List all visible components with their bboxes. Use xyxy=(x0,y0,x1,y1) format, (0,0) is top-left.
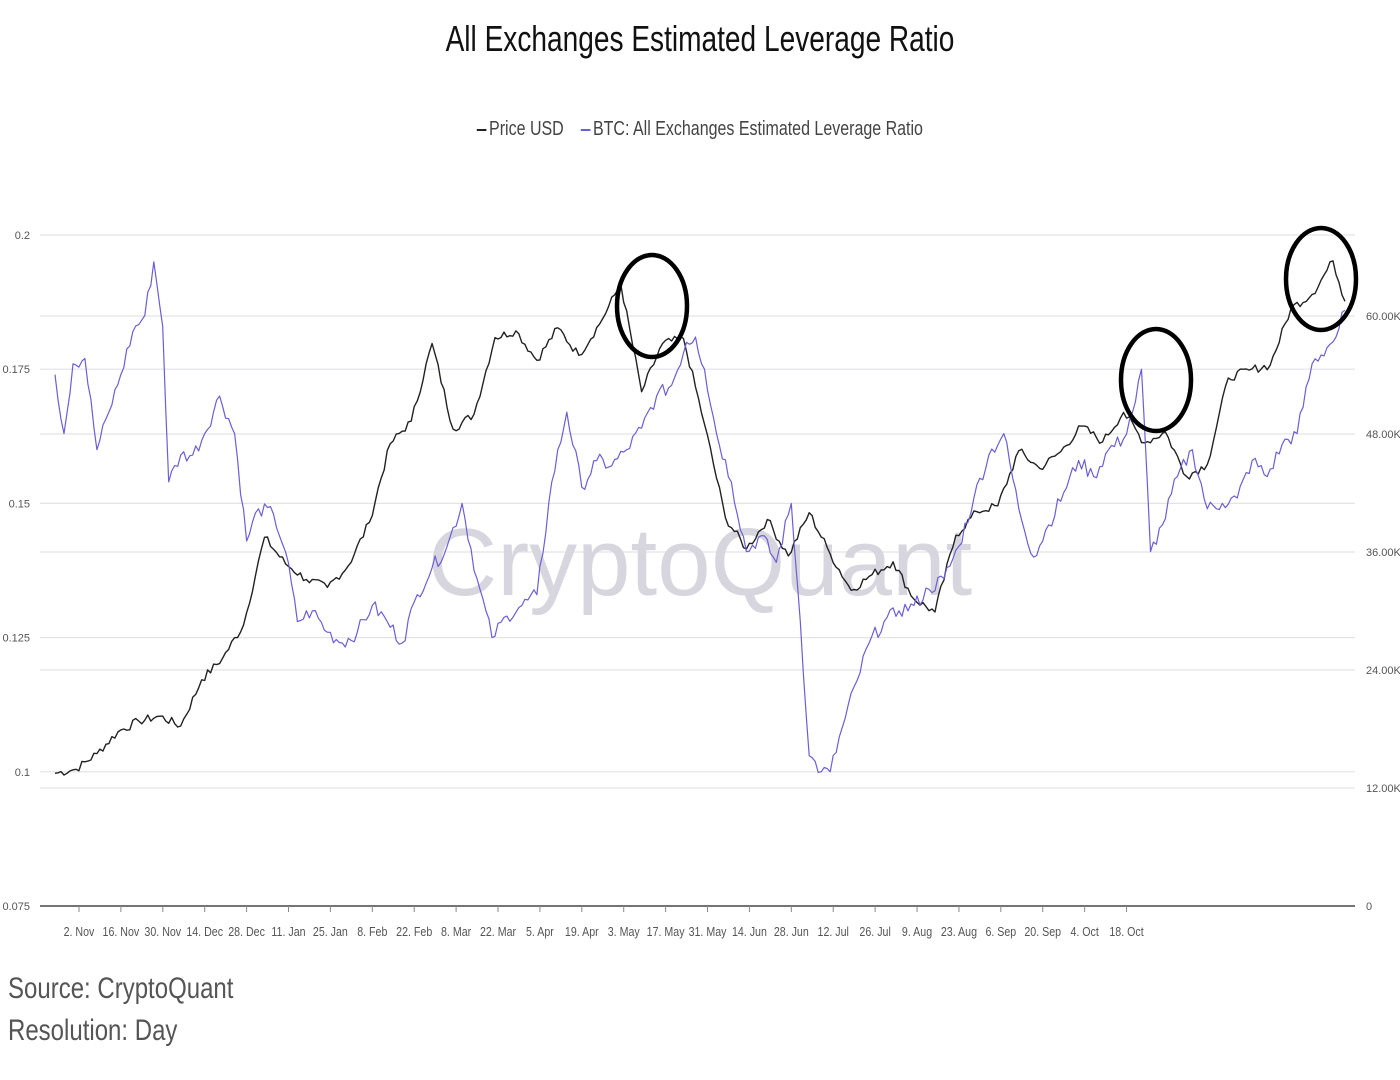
x-tick-label: 8. Mar xyxy=(441,924,471,939)
left-tick-label: 0.15 xyxy=(9,498,30,510)
gridlines xyxy=(40,234,1355,789)
x-tick-label: 16. Nov xyxy=(103,924,140,939)
x-tick-label: 14. Dec xyxy=(186,924,223,939)
x-tick-label: 31. May xyxy=(689,924,727,939)
x-tick-label: 17. May xyxy=(647,924,685,939)
legend-item-price[interactable]: Price USD xyxy=(477,118,564,141)
x-tick-label: 2. Nov xyxy=(64,924,95,939)
x-tick-label: 8. Feb xyxy=(357,924,388,939)
legend-item-leverage[interactable]: BTC: All Exchanges Estimated Leverage Ra… xyxy=(580,118,923,141)
left-axis-ticks: 0.075 0.1 0.125 0.15 0.175 0.2 xyxy=(2,230,30,913)
x-tick-label: 22. Mar xyxy=(480,924,516,939)
x-tick-label: 23. Aug xyxy=(941,924,977,939)
x-tick-label: 28. Jun xyxy=(774,924,809,939)
legend-label-price: Price USD xyxy=(489,118,564,140)
right-tick-label: 48.00K xyxy=(1366,429,1400,441)
right-tick-label: 60.00K xyxy=(1366,311,1400,323)
x-tick-label: 5. Apr xyxy=(526,924,554,939)
x-tick-label: 6. Sep xyxy=(985,924,1016,939)
left-tick-label: 0.1 xyxy=(15,767,30,779)
x-tick-label: 26. Jul xyxy=(859,924,890,939)
right-axis-ticks: 0 12.00K 24.00K 36.00K 48.00K 60.00K xyxy=(1366,311,1400,913)
x-axis-ticks: 2. Nov 16. Nov 30. Nov 14. Dec 28. Dec 11. Ja… xyxy=(64,906,1144,939)
x-tick-label: 20. Sep xyxy=(1024,924,1061,939)
right-tick-label: 24.00K xyxy=(1366,665,1400,677)
leverage-ratio-line xyxy=(54,261,1346,773)
source-block: Source: CryptoQuant Resolution: Day xyxy=(8,968,233,1052)
x-tick-label: 30. Nov xyxy=(144,924,181,939)
x-tick-label: 19. Apr xyxy=(565,924,599,939)
left-tick-label: 0.075 xyxy=(2,901,30,913)
annotation-circle-april xyxy=(614,252,690,360)
x-tick-label: 25. Jan xyxy=(313,924,348,939)
legend: Price USD BTC: All Exchanges Estimated L… xyxy=(140,118,1260,141)
source-text: Source: CryptoQuant xyxy=(8,972,234,1005)
annotation-circle-september xyxy=(1118,326,1194,434)
x-tick-label: 4. Oct xyxy=(1070,924,1099,939)
x-tick-label: 22. Feb xyxy=(396,924,432,939)
x-tick-label: 12. Jul xyxy=(818,924,849,939)
x-tick-label: 3. May xyxy=(608,924,640,939)
x-tick-label: 14. Jun xyxy=(732,924,767,939)
x-tick-label: 28. Dec xyxy=(228,924,265,939)
right-tick-label: 12.00K xyxy=(1366,783,1400,795)
annotation-circle-october xyxy=(1283,225,1359,333)
right-tick-label: 36.00K xyxy=(1366,547,1400,559)
chart-plot-area: CryptoQuant 0.075 0.1 0.125 0.15 0.175 0.2 0 1… xyxy=(2,225,1400,939)
chart-title: All Exchanges Estimated Leverage Ratio xyxy=(445,18,955,59)
left-tick-label: 0.125 xyxy=(2,633,30,645)
right-tick-label: 0 xyxy=(1366,901,1372,913)
left-tick-label: 0.175 xyxy=(2,364,30,376)
annotation-circles xyxy=(614,225,1359,434)
legend-swatch-leverage xyxy=(580,128,591,131)
watermark: CryptoQuant xyxy=(428,509,972,616)
resolution-text: Resolution: Day xyxy=(8,1014,178,1047)
legend-swatch-price xyxy=(477,128,487,131)
x-tick-label: 18. Oct xyxy=(1109,924,1144,939)
left-tick-label: 0.2 xyxy=(15,230,30,242)
x-tick-label: 11. Jan xyxy=(271,924,305,939)
x-tick-label: 9. Aug xyxy=(902,924,932,939)
legend-label-leverage: BTC: All Exchanges Estimated Leverage Ra… xyxy=(592,118,923,140)
